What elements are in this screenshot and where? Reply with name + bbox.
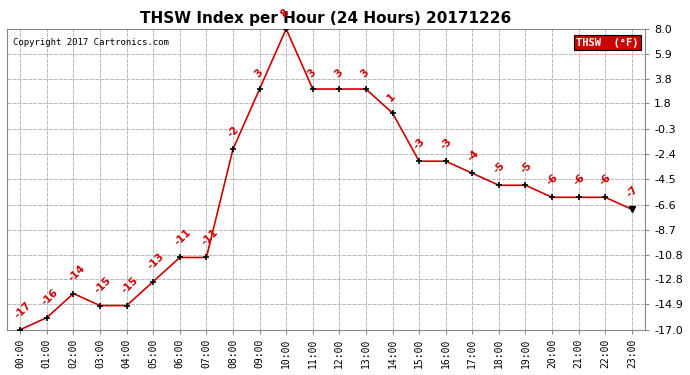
Text: -6: -6 [572,172,587,188]
Text: -16: -16 [40,288,60,308]
Text: -15: -15 [119,276,140,296]
Text: 3: 3 [253,67,265,79]
Text: 3: 3 [333,67,344,79]
Text: THSW  (°F): THSW (°F) [576,38,639,48]
Text: -2: -2 [226,124,242,140]
Text: -5: -5 [519,160,534,176]
Text: -5: -5 [492,160,507,176]
Text: -17: -17 [13,300,34,320]
Text: 1: 1 [386,91,397,104]
Text: -7: -7 [625,184,640,200]
Text: -14: -14 [66,263,87,284]
Text: -15: -15 [93,276,113,296]
Text: -13: -13 [146,252,166,272]
Text: -3: -3 [439,136,454,152]
Text: -3: -3 [412,136,427,152]
Text: -11: -11 [199,227,220,248]
Text: 8: 8 [279,7,291,19]
Text: 3: 3 [359,67,371,79]
Text: -4: -4 [465,148,481,164]
Text: -11: -11 [173,227,193,248]
Text: 3: 3 [306,67,318,79]
Text: Copyright 2017 Cartronics.com: Copyright 2017 Cartronics.com [13,38,169,47]
Text: -6: -6 [598,172,613,188]
Title: THSW Index per Hour (24 Hours) 20171226: THSW Index per Hour (24 Hours) 20171226 [141,11,512,26]
Text: -6: -6 [545,172,560,188]
